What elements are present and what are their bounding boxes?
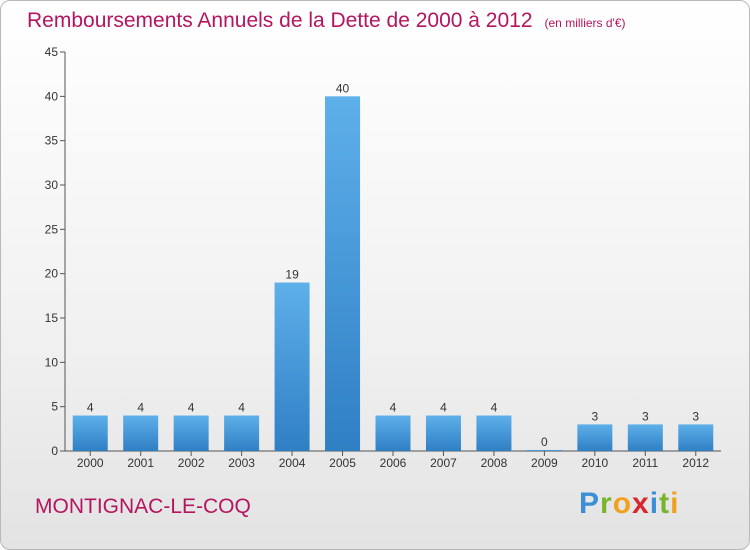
y-tick-label: 20 <box>45 267 59 281</box>
bar <box>173 415 209 451</box>
y-tick-label: 0 <box>51 444 58 458</box>
x-tick-label: 2012 <box>682 456 709 470</box>
x-tick-label: 2010 <box>581 456 608 470</box>
bar <box>678 424 714 451</box>
x-tick-label: 2005 <box>329 456 356 470</box>
bar <box>425 415 461 451</box>
chart-title: Remboursements Annuels de la Dette de 20… <box>27 9 626 33</box>
bar <box>627 424 663 451</box>
bar-value-label: 4 <box>440 401 447 415</box>
proxiti-logo: Proxiti <box>579 487 679 521</box>
bar-value-label: 3 <box>692 409 699 423</box>
bars <box>72 96 714 451</box>
x-tick-label: 2003 <box>228 456 255 470</box>
x-tick-label: 2009 <box>531 456 558 470</box>
bar <box>224 415 260 451</box>
town-name: MONTIGNAC-LE-COQ <box>35 495 251 518</box>
y-axis: 0 5 10 15 20 25 30 35 40 45 <box>45 45 66 458</box>
bar-value-label: 4 <box>491 401 498 415</box>
x-tick-label: 2004 <box>279 456 306 470</box>
bar-value-label: 0 <box>541 435 548 449</box>
y-tick-label: 35 <box>45 134 59 148</box>
bar <box>274 282 310 451</box>
x-tick-label: 2000 <box>77 456 104 470</box>
y-tick-label: 40 <box>45 89 59 103</box>
x-axis: 2000 2001 2002 2003 2004 2005 2006 2007 2008 2009… <box>65 450 721 470</box>
y-tick-label: 15 <box>45 311 59 325</box>
logo-letter: i <box>670 487 680 520</box>
bar <box>526 450 562 451</box>
logo-letter: o <box>612 487 633 520</box>
bar-value-label: 4 <box>188 401 195 415</box>
bar-value-label: 3 <box>592 409 599 423</box>
x-tick-label: 2011 <box>632 456 658 470</box>
y-tick-label: 25 <box>45 222 59 236</box>
bar <box>72 415 108 451</box>
logo-letter: x <box>632 487 650 520</box>
logo-letter: P <box>579 487 601 520</box>
bar-value-label: 4 <box>137 401 144 415</box>
chart-title-text: Remboursements Annuels de la Dette de 20… <box>27 9 533 32</box>
x-tick-label: 2001 <box>127 456 154 470</box>
bar-value-label: 4 <box>87 401 94 415</box>
x-tick-label: 2006 <box>380 456 407 470</box>
y-tick-label: 30 <box>45 178 59 192</box>
logo-letter: t <box>659 487 671 520</box>
bar <box>123 415 159 451</box>
logo-letter: r <box>600 487 613 520</box>
bar-value-label: 3 <box>642 409 649 423</box>
bar-value-label: 40 <box>336 81 350 95</box>
bar <box>476 415 512 451</box>
bar-value-label: 19 <box>285 268 299 282</box>
x-tick-label: 2002 <box>178 456 205 470</box>
chart-unit-note: (en milliers d'€) <box>544 16 626 30</box>
x-tick-label: 2007 <box>430 456 457 470</box>
x-tick-label: 2008 <box>481 456 508 470</box>
bar <box>325 96 361 451</box>
y-tick-label: 5 <box>51 400 58 414</box>
bar <box>375 415 411 451</box>
y-tick-label: 10 <box>45 355 59 369</box>
logo-letter: i <box>649 487 660 520</box>
y-tick-label: 45 <box>45 45 59 59</box>
bar-value-label: 4 <box>390 401 397 415</box>
bar-value-label: 4 <box>238 401 245 415</box>
bar <box>577 424 613 451</box>
